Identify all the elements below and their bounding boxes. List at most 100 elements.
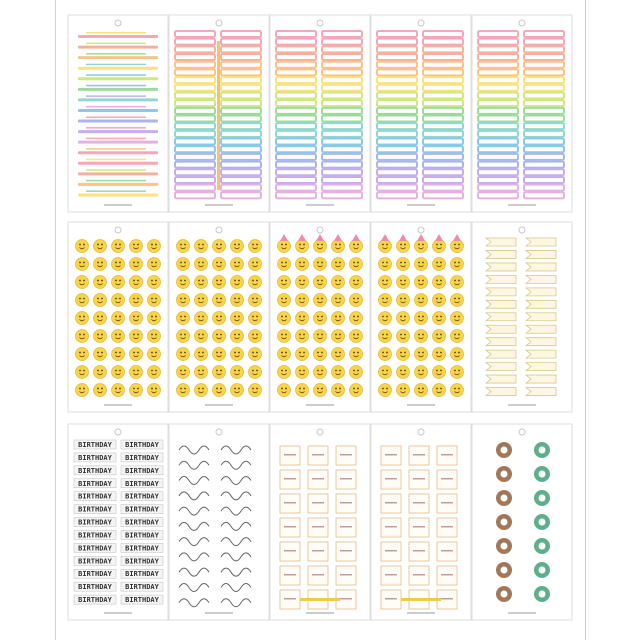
emoji-mouth [317,337,323,340]
dot-row [86,42,146,45]
emoji-eye [400,333,402,336]
emoji-eye [281,297,283,300]
birthday-text: BIRTHDAY [125,544,160,552]
emoji-mouth [234,247,240,250]
emoji-eye [180,279,182,282]
emoji-mouth [151,265,157,268]
note-line [284,574,296,576]
emoji-eye [155,351,157,354]
emoji-mouth [382,265,388,268]
label-sticker [275,37,317,46]
emoji-sticker [212,311,226,325]
emoji-mouth [79,283,85,286]
stamp-center [538,590,546,598]
emoji-mouth [180,355,186,358]
label-sticker [523,53,565,62]
label-sticker [220,114,262,123]
label-sticker [477,168,519,177]
emoji-sticker [349,365,363,379]
label-sticker [376,114,418,123]
note-line [340,454,352,456]
emoji-eye [418,369,420,372]
emoji-sticker [194,311,208,325]
emoji-eye [184,279,186,282]
emoji-sticker [129,293,143,307]
emoji-eye [357,351,359,354]
emoji-eye [400,261,402,264]
emoji-eye [119,333,121,336]
emoji-eye [220,243,222,246]
note-line [340,598,352,600]
emoji-mouth [353,373,359,376]
emoji-sticker [277,275,291,289]
note-line [284,502,296,504]
emoji-eye [256,261,258,264]
birthday-strip [73,581,117,592]
emoji-eye [317,297,319,300]
emoji-eye [422,333,424,336]
emoji-eye [317,279,319,282]
emoji-eye [137,387,139,390]
label-sticker [220,45,262,54]
pennant-banner [484,387,517,396]
hang-hole [518,428,526,436]
emoji-mouth [353,265,359,268]
dot-row [86,190,146,192]
emoji-mouth [335,247,341,250]
emoji-eye [220,369,222,372]
emoji-eye [83,297,85,300]
emoji-sticker [414,275,428,289]
label-sticker [275,175,317,184]
emoji-sticker [313,293,327,307]
emoji-sticker [295,293,309,307]
emoji-eye [198,333,200,336]
label-sticker [321,68,363,77]
birthday-text: BIRTHDAY [78,557,113,565]
label-sticker [523,191,565,200]
label-sticker [477,30,519,38]
stamp-center [538,542,546,550]
pencil [300,598,340,601]
emoji-eye [458,315,460,318]
emoji-eye [83,387,85,390]
emoji-sticker [93,347,107,361]
emoji-sticker [450,329,464,343]
emoji-mouth [198,283,204,286]
label-sticker [174,45,216,54]
emoji-mouth [400,373,406,376]
emoji-mouth [252,337,258,340]
birthday-text: BIRTHDAY [78,583,113,591]
emoji-mouth [79,247,85,250]
emoji-mouth [317,301,323,304]
emoji-sticker [75,293,89,307]
emoji-eye [220,351,222,354]
emoji-eye [115,369,117,372]
sticker-sheet [370,14,472,213]
emoji-eye [299,369,301,372]
sticker-sheet [67,221,169,413]
emoji-sticker [295,239,309,253]
label-sticker [477,106,519,115]
emoji-eye [321,297,323,300]
emoji-mouth [180,337,186,340]
emoji-sticker [194,383,208,397]
emoji-eye [303,369,305,372]
fine-print [205,612,233,614]
emoji-eye [137,297,139,300]
note-line [385,526,397,528]
emoji-mouth [252,283,258,286]
emoji-sticker [378,329,392,343]
emoji-mouth [216,301,222,304]
note-line [441,478,453,480]
note-line [413,502,425,504]
label-sticker [376,175,418,184]
label-sticker [220,160,262,169]
emoji-sticker [414,239,428,253]
label-sticker [422,137,464,146]
party-hat [280,234,288,241]
emoji-sticker [147,239,161,253]
emoji-eye [281,279,283,282]
emoji-sticker [194,329,208,343]
emoji-eye [198,351,200,354]
emoji-mouth [400,301,406,304]
